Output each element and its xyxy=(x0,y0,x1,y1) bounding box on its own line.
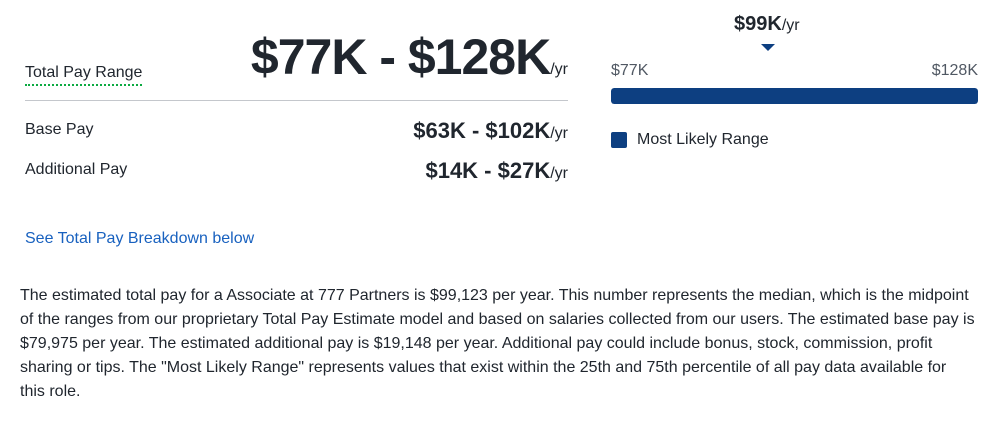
see-breakdown-link[interactable]: See Total Pay Breakdown below xyxy=(25,230,255,247)
range-min-label: $77K xyxy=(611,62,649,79)
additional-pay-unit: /yr xyxy=(550,165,568,182)
legend-label: Most Likely Range xyxy=(637,131,769,148)
base-pay-label: Base Pay xyxy=(25,121,94,138)
additional-pay-row: Additional Pay $14K - $27K/yr xyxy=(25,158,568,188)
base-pay-unit: /yr xyxy=(550,125,568,142)
range-max-label: $128K xyxy=(931,62,978,79)
total-pay-row: Total Pay Range $77K - $128K/yr xyxy=(25,28,568,88)
additional-pay-value: $14K - $27K/yr xyxy=(425,158,568,184)
median-caret-icon xyxy=(761,44,775,51)
total-pay-unit: /yr xyxy=(550,61,568,78)
pay-range-chart: $99K/yr $77K $128K Most Likely Range xyxy=(611,0,978,160)
median-value: $99K xyxy=(734,13,782,35)
additional-pay-label: Additional Pay xyxy=(25,161,128,178)
base-pay-row: Base Pay $63K - $102K/yr xyxy=(25,118,568,148)
total-pay-label[interactable]: Total Pay Range xyxy=(25,63,143,86)
median-marker-label: $99K/yr xyxy=(734,12,800,36)
legend: Most Likely Range xyxy=(611,130,769,150)
total-pay-amount: $77K - $128K xyxy=(250,29,551,85)
divider xyxy=(25,100,568,101)
additional-pay-amount: $14K - $27K xyxy=(425,158,551,183)
pay-description: The estimated total pay for a Associate … xyxy=(20,287,975,400)
legend-swatch xyxy=(611,132,627,148)
base-pay-amount: $63K - $102K xyxy=(413,118,551,143)
total-pay-value: $77K - $128K/yr xyxy=(251,28,568,86)
range-bar-track xyxy=(611,88,978,104)
range-bar-fill xyxy=(611,88,978,104)
base-pay-value: $63K - $102K/yr xyxy=(413,118,568,144)
median-unit: /yr xyxy=(781,17,800,34)
